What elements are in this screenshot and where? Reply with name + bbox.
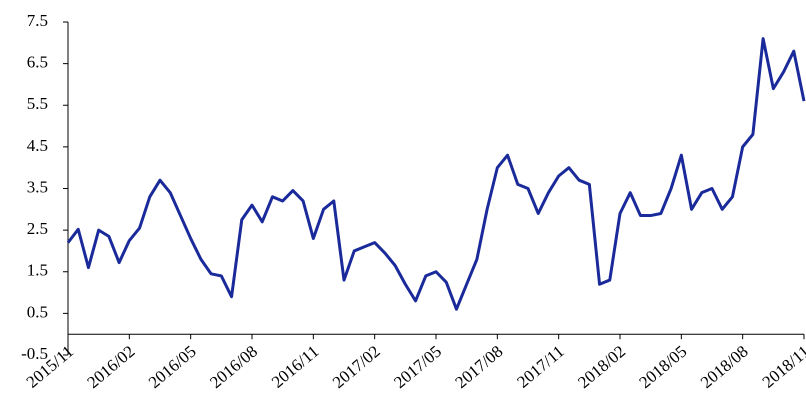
y-tick-label: 3.5: [27, 177, 48, 196]
y-tick-label: 1.5: [27, 261, 48, 280]
y-tick-label: 7.5: [27, 11, 48, 30]
x-tick-label: 2018/08: [697, 342, 752, 392]
x-tick-label: 2016/11: [268, 342, 322, 392]
x-tick-label: 2016/02: [84, 342, 139, 392]
y-tick-label: 4.5: [27, 136, 48, 155]
y-tick-label: 0.5: [27, 302, 48, 321]
x-tick-label: 2018/11: [759, 342, 806, 392]
x-tick-label: 2017/11: [513, 342, 567, 392]
x-tick-label: 2018/05: [636, 342, 691, 392]
x-tick-label: 2018/02: [574, 342, 629, 392]
y-tick-label: 6.5: [27, 53, 48, 72]
y-tick-label: 5.5: [27, 94, 48, 113]
x-tick-label: 2017/02: [329, 342, 384, 392]
y-tick-label: 2.5: [27, 219, 48, 238]
line-series: [66, 37, 806, 311]
x-tick-label: 2017/05: [390, 342, 445, 392]
x-tick-label: 2016/08: [206, 342, 261, 392]
x-tick-label: 2016/05: [145, 342, 200, 392]
y-tick-label: -0.5: [21, 344, 48, 363]
x-tick-label: 2017/08: [452, 342, 507, 392]
